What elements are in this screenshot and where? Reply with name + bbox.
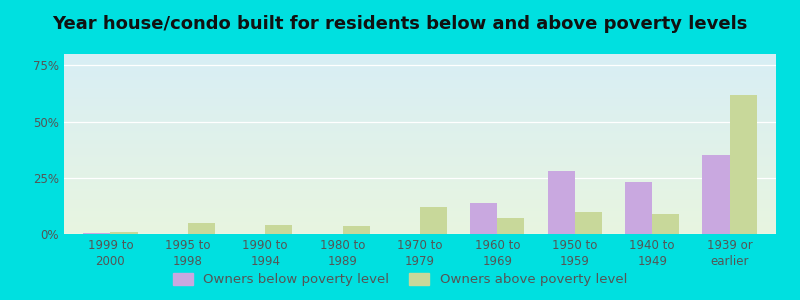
Bar bbox=[730, 94, 757, 234]
Legend: Owners below poverty level, Owners above poverty level: Owners below poverty level, Owners above… bbox=[169, 269, 631, 290]
Bar bbox=[702, 155, 730, 234]
Bar bbox=[652, 214, 679, 234]
Bar bbox=[470, 202, 498, 234]
Bar bbox=[420, 207, 447, 234]
Text: Year house/condo built for residents below and above poverty levels: Year house/condo built for residents bel… bbox=[52, 15, 748, 33]
Bar bbox=[574, 212, 602, 234]
Bar bbox=[188, 223, 215, 234]
Bar bbox=[342, 226, 370, 234]
Bar bbox=[83, 233, 110, 234]
Bar bbox=[625, 182, 652, 234]
Bar bbox=[110, 232, 138, 234]
Bar bbox=[266, 225, 292, 234]
Bar bbox=[548, 171, 574, 234]
Bar bbox=[498, 218, 525, 234]
